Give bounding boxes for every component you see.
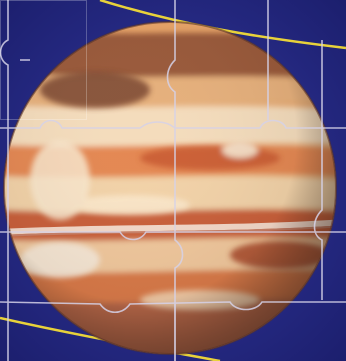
puzzle-piece[interactable] bbox=[0, 120, 87, 240]
puzzle-piece[interactable] bbox=[0, 241, 87, 361]
puzzle-piece[interactable] bbox=[87, 241, 174, 361]
puzzle-piece[interactable] bbox=[260, 120, 346, 240]
puzzle-piece[interactable] bbox=[87, 0, 174, 120]
puzzle-piece[interactable] bbox=[173, 241, 260, 361]
puzzle-piece[interactable] bbox=[87, 120, 174, 240]
puzzle-piece[interactable] bbox=[173, 120, 260, 240]
puzzle-piece[interactable] bbox=[0, 0, 87, 121]
puzzle-piece[interactable] bbox=[260, 241, 346, 361]
puzzle-piece[interactable] bbox=[260, 0, 346, 120]
puzzle-piece[interactable] bbox=[173, 0, 260, 120]
